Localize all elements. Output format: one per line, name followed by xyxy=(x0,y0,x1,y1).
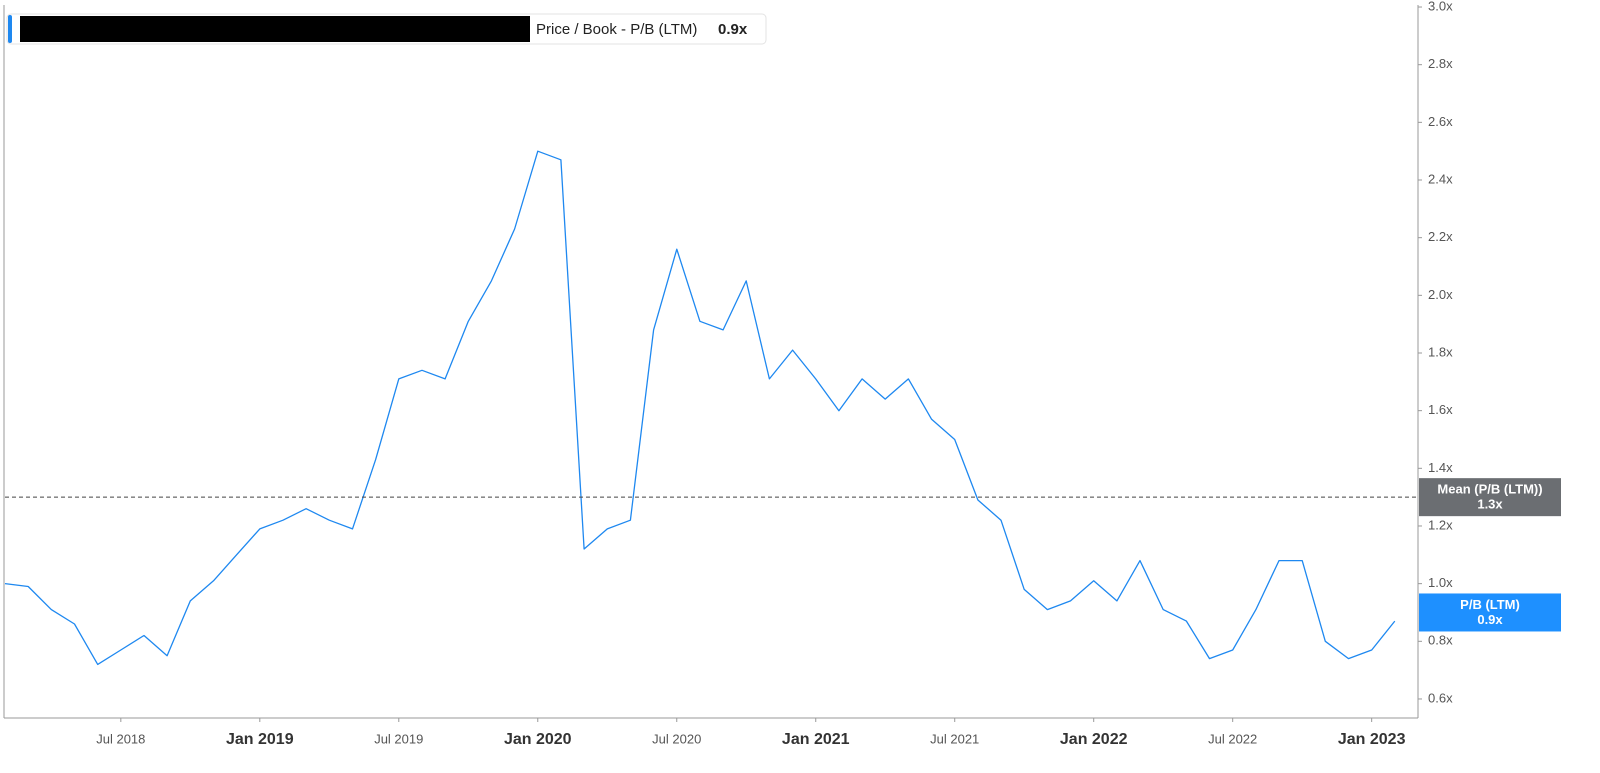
y-tick-label: 1.8x xyxy=(1428,344,1453,359)
y-tick-label: 1.6x xyxy=(1428,402,1453,417)
x-tick-label: Jan 2022 xyxy=(1060,731,1128,748)
x-tick-label: Jul 2018 xyxy=(96,731,145,746)
legend-swatch xyxy=(8,15,12,43)
y-tick-label: 2.4x xyxy=(1428,171,1453,186)
legend: Price / Book - P/B (LTM) 0.9x xyxy=(6,13,767,45)
y-tick-label: 3.0x xyxy=(1428,0,1453,13)
x-tick-label: Jul 2021 xyxy=(930,731,979,746)
mean-badge: Mean (P/B (LTM))1.3x xyxy=(1419,478,1561,517)
current-badge-value: 0.9x xyxy=(1477,612,1503,627)
y-tick-label: 2.6x xyxy=(1428,114,1453,129)
y-tick-label: 1.4x xyxy=(1428,460,1453,475)
mean-badge-label: Mean (P/B (LTM)) xyxy=(1437,482,1542,497)
current-badge-box xyxy=(1419,593,1561,632)
mean-badge-box xyxy=(1419,478,1561,517)
current-badge-label: P/B (LTM) xyxy=(1460,597,1520,612)
x-tick-label: Jul 2019 xyxy=(374,731,423,746)
legend-value: 0.9x xyxy=(718,21,748,38)
line-series xyxy=(4,150,1396,666)
x-tick-label: Jan 2020 xyxy=(504,731,572,748)
x-tick-label: Jan 2023 xyxy=(1338,731,1406,748)
y-tick-label: 0.8x xyxy=(1428,633,1453,648)
y-tick-label: 2.8x xyxy=(1428,56,1453,71)
x-tick-label: Jan 2021 xyxy=(782,731,850,748)
x-tick-label: Jul 2022 xyxy=(1208,731,1257,746)
redaction xyxy=(20,16,530,42)
x-tick-label: Jan 2019 xyxy=(226,731,294,748)
y-tick-label: 2.0x xyxy=(1428,287,1453,302)
mean-badge-value: 1.3x xyxy=(1477,497,1503,512)
y-tick-label: 1.2x xyxy=(1428,517,1453,532)
legend-label: Price / Book - P/B (LTM) xyxy=(536,21,697,38)
x-tick-label: Jul 2020 xyxy=(652,731,701,746)
y-tick-label: 2.2x xyxy=(1428,229,1453,244)
current-badge: P/B (LTM)0.9x xyxy=(1419,593,1561,632)
y-tick-label: 0.6x xyxy=(1428,690,1453,705)
y-tick-label: 1.0x xyxy=(1428,575,1453,590)
